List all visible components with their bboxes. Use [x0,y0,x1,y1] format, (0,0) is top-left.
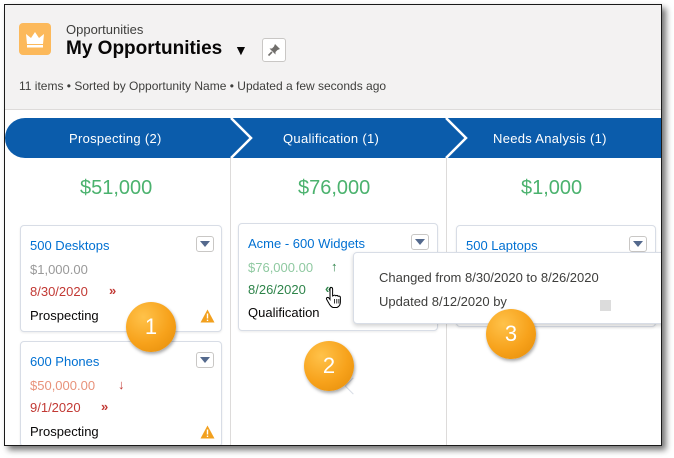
callout-badge-2: 2 [304,341,354,391]
stage-chevron-needs-analysis[interactable] [446,118,661,158]
opportunity-close-date: 8/26/2020 [248,282,306,297]
opportunity-amount: $1,000.00 [30,262,88,277]
hand-pointer-cursor-icon [325,287,341,308]
warning-icon[interactable] [200,309,215,323]
tooltip-change-text: Changed from 8/30/2020 to 8/26/2020 [379,270,599,285]
amount-decreased-arrow-down-icon[interactable]: ↓ [118,377,125,392]
user-avatar-placeholder [600,300,611,311]
opportunity-object-icon [19,23,51,55]
card-menu-chevron-down-icon[interactable] [196,352,214,368]
callout-badge-3: 3 [486,309,536,359]
pin-list-view-button[interactable] [262,38,286,62]
opportunity-close-date: 9/1/2020 [30,400,81,415]
callout-badge-1: 1 [126,302,176,352]
pin-icon [267,44,280,57]
opportunity-card[interactable]: 600 Phones $50,000.00 ↓ 9/1/2020 » Prosp… [20,341,222,445]
stage-total-needs-analysis: $1,000 [521,177,583,199]
stage-label-qualification: Qualification (1) [283,131,380,146]
stage-label-needs-analysis: Needs Analysis (1) [493,131,607,146]
date-pulled-in-double-chevron-icon[interactable]: « [325,281,333,296]
opportunity-name-link[interactable]: 600 Phones [30,354,100,369]
amount-increased-arrow-up-icon[interactable]: ↑ [331,259,338,274]
list-view-picker-chevron-down-icon[interactable]: ▼ [234,42,248,58]
card-menu-chevron-down-icon[interactable] [411,234,429,250]
opportunity-close-date: 8/30/2020 [30,284,88,299]
stage-chevron-qualification[interactable] [231,118,466,158]
opportunity-name-link[interactable]: 500 Desktops [30,238,110,253]
stage-path [5,118,661,158]
kanban-board: Prospecting (2) Qualification (1) Needs … [5,110,661,445]
opportunity-name-link[interactable]: Acme - 600 Widgets [248,236,366,251]
opportunity-stage: Qualification [248,305,320,320]
opportunity-stage: Prospecting [30,424,99,439]
stage-chevron-prospecting[interactable] [5,118,251,158]
stage-total-prospecting: $51,000 [80,177,153,199]
opportunity-amount: $76,000.00 [248,260,314,275]
warning-icon[interactable] [200,425,215,439]
stage-total-qualification: $76,000 [298,177,371,199]
column-divider [230,158,231,445]
list-view-title[interactable]: My Opportunities [66,38,223,59]
opportunity-name-link[interactable]: 500 Laptops [466,238,538,253]
crown-icon [26,32,44,48]
tooltip-updated-text: Updated 8/12/2020 by [379,294,507,309]
date-pushed-out-double-chevron-icon[interactable]: » [109,283,117,298]
card-menu-chevron-down-icon[interactable] [629,236,647,252]
opportunity-card[interactable]: 500 Desktops $1,000.00 8/30/2020 » Prosp… [20,225,222,332]
list-view-header: Opportunities My Opportunities ▼ 11 item… [5,5,661,110]
stage-label-prospecting: Prospecting (2) [69,131,162,146]
list-view-info: 11 items • Sorted by Opportunity Name • … [19,79,387,93]
opportunity-stage: Prospecting [30,308,99,323]
date-pushed-out-double-chevron-icon[interactable]: » [101,399,109,414]
opportunity-amount: $50,000.00 [30,378,96,393]
card-menu-chevron-down-icon[interactable] [196,236,214,252]
object-label: Opportunities [66,22,144,37]
app-window: Opportunities My Opportunities ▼ 11 item… [4,4,662,446]
